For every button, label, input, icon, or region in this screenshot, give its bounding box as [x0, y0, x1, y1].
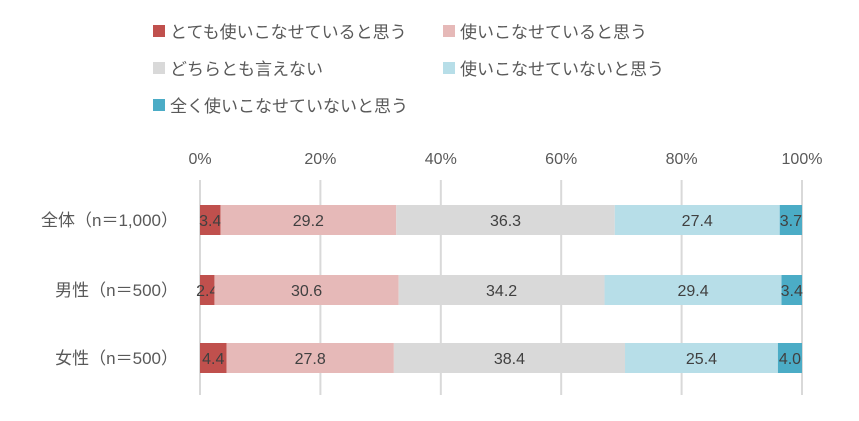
bar-segment [396, 205, 615, 235]
x-tick-label: 100% [782, 151, 823, 168]
data-label: 29.2 [293, 213, 324, 230]
x-tick-label: 60% [545, 151, 577, 168]
bar-segment [200, 275, 215, 305]
bar-segment [200, 343, 227, 373]
x-tick-label: 40% [425, 151, 457, 168]
x-tick-label: 80% [666, 151, 698, 168]
legend-label: 使いこなせていないと思う [460, 60, 664, 79]
data-label: 3.4 [199, 213, 221, 230]
bar-segment [393, 343, 626, 373]
category-label: 男性（n＝500） [55, 281, 178, 300]
data-label: 29.4 [677, 283, 708, 300]
legend-swatch [153, 24, 165, 37]
category-label: 全体（n＝1,000） [41, 211, 178, 230]
bar-segment [779, 205, 802, 235]
bar-segment [625, 343, 778, 373]
bar-segment [220, 205, 397, 235]
bar-segment [777, 343, 802, 373]
data-label: 36.3 [490, 213, 521, 230]
data-label: 30.6 [291, 283, 322, 300]
legend-item: とても使いこなせていると思う [153, 18, 407, 43]
legend-label: 全く使いこなせていないと思う [170, 97, 408, 116]
x-tick-label: 0% [188, 151, 211, 168]
legend-swatch [153, 61, 165, 74]
data-label: 27.4 [682, 213, 713, 230]
data-label: 4.4 [202, 351, 224, 368]
legend-item: 使いこなせていると思う [443, 18, 647, 43]
legend-swatch [153, 98, 165, 111]
data-label: 34.2 [486, 283, 517, 300]
bar-segment [398, 275, 605, 305]
data-label: 27.8 [295, 351, 326, 368]
data-label: 2.4 [196, 283, 218, 300]
legend-swatch [443, 61, 455, 74]
data-label: 3.4 [781, 283, 803, 300]
data-label: 38.4 [494, 351, 525, 368]
bar-segment [214, 275, 399, 305]
legend-item: どちらとも言えない [153, 55, 323, 80]
legend-label: 使いこなせていると思う [460, 23, 647, 42]
bar-segment [226, 343, 394, 373]
bar-segment [614, 205, 780, 235]
bar-segment [781, 275, 802, 305]
legend-item: 全く使いこなせていないと思う [153, 92, 408, 117]
category-label: 女性（n＝500） [55, 349, 178, 368]
legend-label: どちらとも言えない [170, 60, 323, 79]
bar-segment [200, 205, 221, 235]
data-label: 4.0 [779, 351, 801, 368]
legend-item: 使いこなせていないと思う [443, 55, 664, 80]
x-tick-label: 20% [304, 151, 336, 168]
legend-swatch [443, 24, 455, 37]
bar-segment [604, 275, 782, 305]
data-label: 3.7 [780, 213, 802, 230]
data-label: 25.4 [686, 351, 717, 368]
legend-label: とても使いこなせていると思う [170, 23, 407, 42]
